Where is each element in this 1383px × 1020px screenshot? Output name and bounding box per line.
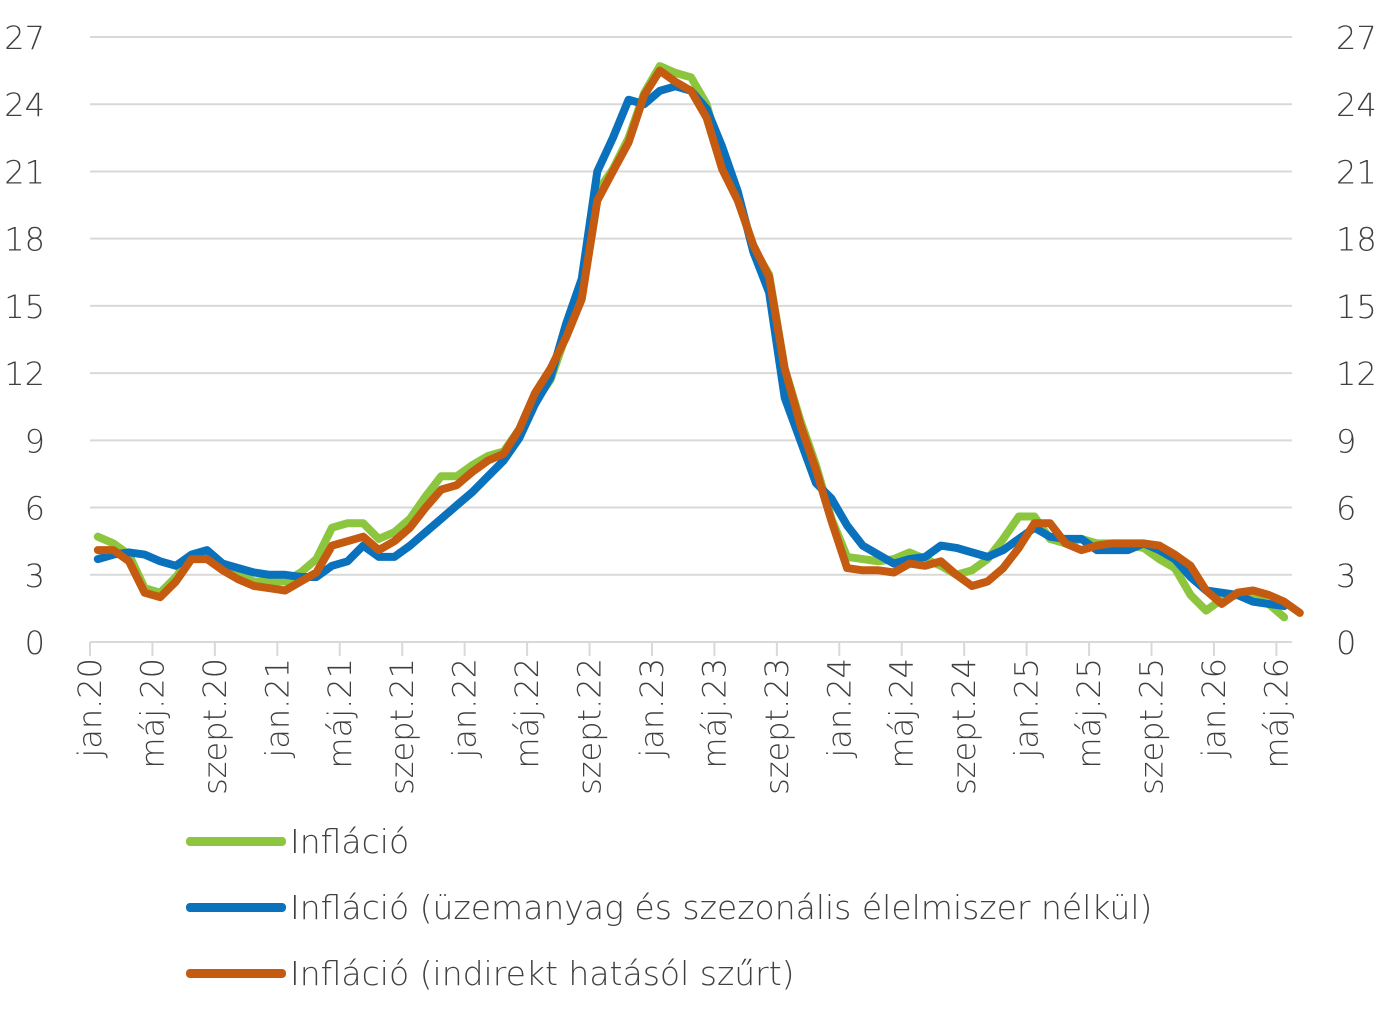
y-tick-left-24: 24 [4, 86, 45, 124]
y-tick-right-6: 6 [1336, 490, 1356, 528]
x-tick-label-2: szept.20 [196, 658, 234, 795]
legend-swatch-inflacio [186, 837, 286, 846]
series-lines [93, 62, 1304, 622]
x-tick-label-18: jan.26 [1195, 658, 1233, 759]
x-tick-label-13: máj.24 [883, 658, 921, 769]
x-tick-label-6: jan.22 [446, 658, 484, 759]
x-tick-label-8: szept.22 [571, 658, 609, 795]
legend-label-inflacio-filtered: Infláció (indirekt hatásól szűrt) [290, 954, 795, 993]
y-tick-left-18: 18 [4, 221, 45, 259]
legend-swatch-inflacio-core [186, 903, 286, 912]
legend-swatch-inflacio-filtered [186, 969, 286, 978]
x-tick-label-0: jan.20 [71, 658, 109, 759]
y-tick-right-27: 27 [1336, 19, 1377, 57]
x-tick-label-9: jan.23 [633, 658, 671, 759]
x-tick-label-5: szept.21 [383, 658, 421, 795]
y-tick-left-15: 15 [4, 288, 45, 326]
x-tick-label-15: jan.25 [1008, 658, 1046, 759]
x-tick-label-17: szept.25 [1133, 658, 1171, 795]
x-tick-label-10: máj.23 [695, 658, 733, 769]
x-tick-label-16: máj.25 [1070, 658, 1108, 769]
x-tick-label-19: máj.26 [1257, 658, 1295, 769]
y-tick-right-21: 21 [1336, 153, 1377, 191]
series-line-2 [93, 66, 1304, 617]
x-tick-label-7: máj.22 [508, 658, 546, 769]
x-tick-label-1: máj.20 [133, 658, 171, 769]
series-line-1 [93, 82, 1289, 611]
y-tick-right-12: 12 [1336, 355, 1377, 393]
inflation-line-chart: jan.20 máj.20 szept.20 jan.21 máj.21 szept.21… [4, 19, 1377, 795]
y-tick-left-9: 9 [25, 422, 45, 460]
y-tick-left-6: 6 [25, 490, 45, 528]
x-tick-label-12: jan.24 [820, 658, 858, 759]
y-tick-right-9: 9 [1336, 422, 1356, 460]
y-tick-left-27: 27 [4, 19, 45, 57]
y-tick-left-0: 0 [25, 624, 45, 662]
y-tick-left-3: 3 [25, 557, 45, 595]
y-axis-right: 0 3 6 9 12 15 18 21 24 27 [1336, 19, 1377, 662]
y-tick-right-24: 24 [1336, 86, 1377, 124]
y-tick-left-21: 21 [4, 153, 45, 191]
y-tick-right-15: 15 [1336, 288, 1377, 326]
y-tick-right-18: 18 [1336, 221, 1377, 259]
y-tick-left-12: 12 [4, 355, 45, 393]
x-tick-label-4: máj.21 [321, 658, 359, 769]
y-tick-right-0: 0 [1336, 624, 1356, 662]
series-line-0 [93, 62, 1289, 622]
y-tick-right-3: 3 [1336, 557, 1356, 595]
legend-label-inflacio: Infláció [290, 822, 410, 861]
y-axis-left: 0 3 6 9 12 15 18 21 24 27 [4, 19, 45, 662]
x-tick-label-11: szept.23 [758, 658, 796, 795]
x-tick-label-14: szept.24 [945, 658, 983, 795]
legend-label-inflacio-core: Infláció (üzemanyag és szezonális élelmi… [290, 888, 1153, 927]
x-axis: jan.20 máj.20 szept.20 jan.21 máj.21 szept.21… [71, 641, 1295, 795]
x-tick-label-3: jan.21 [258, 658, 296, 759]
